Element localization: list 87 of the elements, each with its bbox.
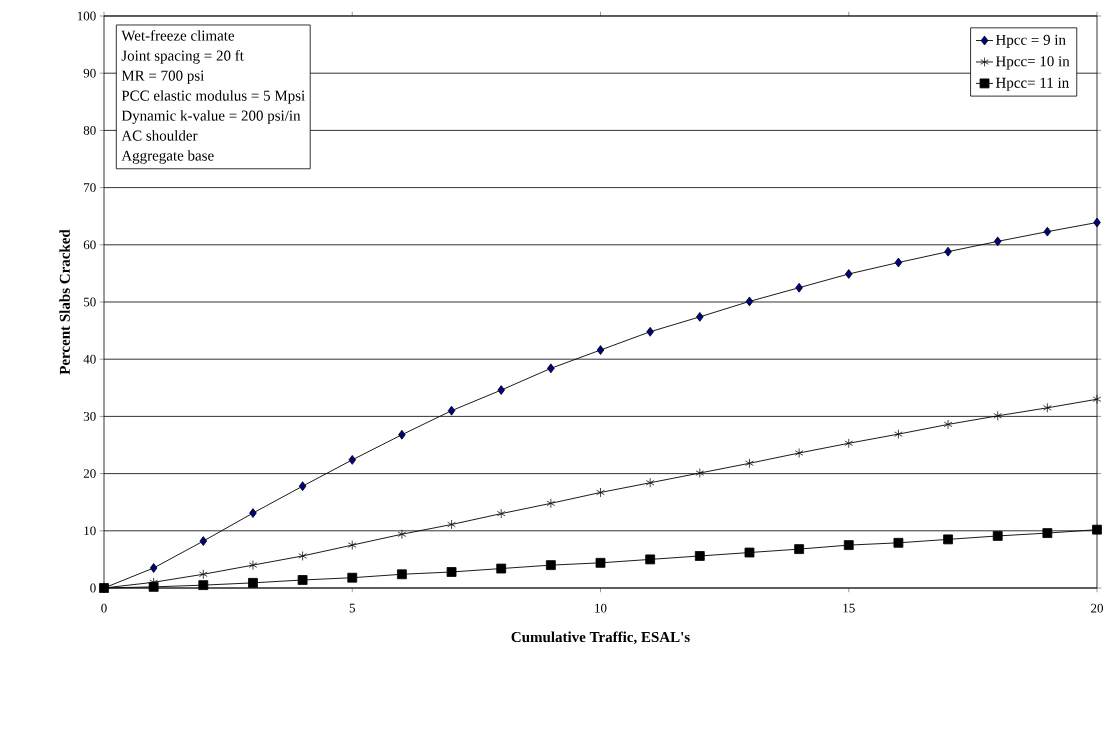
y-tick-label: 30: [83, 412, 96, 421]
point: [1092, 524, 1102, 535]
point: [893, 537, 904, 548]
point: [843, 540, 854, 550]
y-axis-title: Percent Slabs Cracked: [59, 229, 70, 375]
y-tick-label: 40: [83, 354, 96, 364]
point: [447, 519, 456, 530]
annotation: PCC elastic modulus = 5 Mpsi: [121, 90, 305, 104]
point: [695, 468, 705, 478]
point: [1043, 402, 1052, 413]
y-tick-label: 60: [83, 240, 96, 250]
y-tick-label: 10: [84, 526, 96, 536]
point: [248, 577, 258, 588]
point: [547, 363, 555, 374]
point: [646, 326, 654, 337]
point: [795, 282, 803, 293]
annotation: MR = 700 psi: [121, 70, 205, 84]
point: [497, 385, 505, 395]
point: [298, 481, 307, 492]
point: [943, 534, 953, 545]
point: [595, 557, 606, 568]
point: [696, 311, 704, 322]
point: [694, 551, 705, 561]
y-tick-label: 70: [84, 183, 96, 192]
point: [347, 540, 357, 550]
y-tick-label: 20: [83, 469, 96, 478]
point: [347, 572, 358, 583]
point: [992, 531, 1003, 541]
point: [794, 448, 804, 458]
point: [943, 419, 953, 430]
x-tick-label: 20: [1091, 603, 1104, 613]
point: [1043, 226, 1052, 237]
point: [496, 508, 506, 519]
point: [398, 429, 406, 440]
point: [447, 405, 456, 416]
point: [348, 454, 357, 465]
legend-label: Hpcc= 10 in: [995, 56, 1070, 70]
annotation: AC shoulder: [121, 130, 198, 141]
legend-label: Hpcc= 11 in: [995, 77, 1069, 91]
y-tick-label: 80: [83, 126, 96, 135]
y-tick-label: 100: [77, 11, 96, 21]
point: [545, 560, 556, 570]
point: [148, 581, 159, 592]
point: [496, 563, 507, 574]
y-tick-label: 90: [83, 68, 96, 78]
point: [894, 257, 903, 268]
point: [1093, 217, 1101, 228]
y-tick-label: 0: [90, 583, 96, 593]
point: [249, 508, 257, 518]
x-tick-label: 15: [843, 603, 855, 613]
point: [248, 560, 258, 570]
point: [397, 569, 407, 580]
annotation: Joint spacing = 20 ft: [121, 49, 244, 64]
point: [446, 567, 457, 577]
point: [744, 547, 755, 558]
point: [397, 529, 407, 540]
annotation: Aggregate base: [121, 150, 214, 164]
point: [546, 498, 556, 509]
point: [745, 296, 754, 307]
point: [1042, 528, 1053, 538]
point: [1092, 394, 1102, 405]
point: [596, 345, 605, 355]
x-axis-title: Cumulative Traffic, ESAL's: [511, 631, 690, 645]
y-tick-label: 50: [83, 297, 96, 307]
point: [199, 536, 208, 546]
point: [198, 580, 209, 591]
point: [894, 429, 903, 440]
point: [199, 569, 208, 580]
x-tick-label: 5: [349, 603, 355, 613]
legend-label: Hpcc = 9 in: [995, 34, 1066, 48]
point: [844, 438, 854, 449]
annotation: Wet-freeze climate: [121, 29, 235, 41]
point: [149, 563, 158, 573]
point: [596, 487, 605, 498]
point: [794, 544, 804, 554]
x-tick-label: 0: [101, 603, 107, 613]
point: [645, 554, 656, 565]
point: [993, 410, 1002, 421]
point: [944, 246, 952, 257]
point: [845, 269, 853, 279]
annotation: Dynamic k-value = 200 psi/in: [121, 110, 301, 124]
point: [297, 575, 308, 585]
point: [645, 477, 655, 488]
x-tick-label: 10: [595, 603, 607, 613]
point: [745, 458, 754, 469]
point: [993, 236, 1002, 247]
point: [298, 551, 307, 561]
